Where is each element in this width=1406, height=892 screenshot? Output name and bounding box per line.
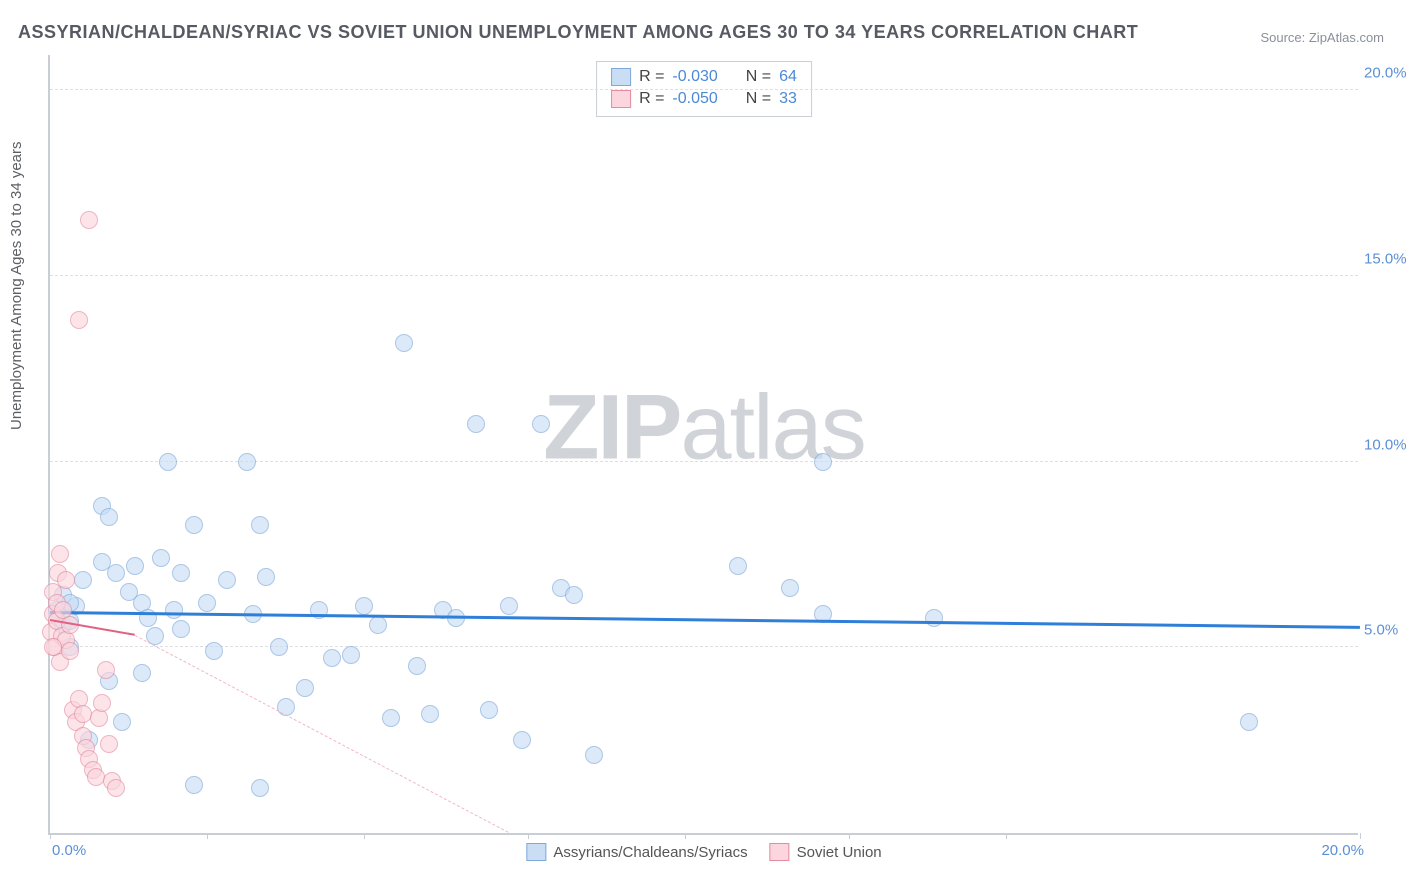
stats-row: R = -0.030 N = 64 (611, 66, 797, 88)
data-point (395, 334, 413, 352)
correlation-chart: ASSYRIAN/CHALDEAN/SYRIAC VS SOVIET UNION… (0, 0, 1406, 892)
data-point (107, 564, 125, 582)
data-point (251, 516, 269, 534)
data-point (323, 649, 341, 667)
data-point (74, 571, 92, 589)
x-tick (849, 833, 850, 839)
data-point (57, 571, 75, 589)
data-point (185, 776, 203, 794)
y-tick-label: 20.0% (1364, 65, 1406, 82)
trend-line (135, 635, 509, 833)
data-point (421, 705, 439, 723)
data-point (198, 594, 216, 612)
data-point (500, 597, 518, 615)
n-label: N = (746, 90, 771, 108)
x-tick (1360, 833, 1361, 839)
data-point (87, 768, 105, 786)
y-tick-label: 15.0% (1364, 250, 1406, 267)
series-legend: Assyrians/Chaldeans/Syriacs Soviet Union (526, 843, 881, 861)
data-point (355, 597, 373, 615)
data-point (814, 453, 832, 471)
data-point (133, 664, 151, 682)
data-point (80, 211, 98, 229)
y-tick-label: 5.0% (1364, 622, 1406, 639)
legend-swatch (526, 843, 546, 861)
legend-item: Assyrians/Chaldeans/Syriacs (526, 843, 747, 861)
x-tick (207, 833, 208, 839)
data-point (369, 616, 387, 634)
r-value: -0.030 (672, 68, 717, 86)
x-tick (528, 833, 529, 839)
r-value: -0.050 (672, 90, 717, 108)
x-tick (50, 833, 51, 839)
data-point (74, 705, 92, 723)
chart-title: ASSYRIAN/CHALDEAN/SYRIAC VS SOVIET UNION… (18, 22, 1138, 43)
data-point (532, 415, 550, 433)
data-point (382, 709, 400, 727)
legend-swatch (611, 90, 631, 108)
data-point (251, 779, 269, 797)
data-point (51, 545, 69, 563)
r-label: R = (639, 90, 664, 108)
data-point (93, 694, 111, 712)
source-label: Source: ZipAtlas.com (1260, 30, 1384, 45)
data-point (100, 735, 118, 753)
data-point (165, 601, 183, 619)
data-point (342, 646, 360, 664)
legend-swatch (770, 843, 790, 861)
r-label: R = (639, 68, 664, 86)
data-point (172, 620, 190, 638)
y-tick-label: 10.0% (1364, 436, 1406, 453)
data-point (100, 508, 118, 526)
data-point (107, 779, 125, 797)
legend-label: Soviet Union (797, 844, 882, 861)
n-value: 64 (779, 68, 797, 86)
data-point (97, 661, 115, 679)
data-point (185, 516, 203, 534)
x-tick-first: 0.0% (52, 842, 86, 859)
data-point (480, 701, 498, 719)
gridline (50, 275, 1358, 276)
data-point (270, 638, 288, 656)
data-point (152, 549, 170, 567)
data-point (467, 415, 485, 433)
data-point (565, 586, 583, 604)
data-point (513, 731, 531, 749)
x-tick (685, 833, 686, 839)
data-point (172, 564, 190, 582)
data-point (159, 453, 177, 471)
data-point (729, 557, 747, 575)
data-point (1240, 713, 1258, 731)
data-point (61, 642, 79, 660)
data-point (44, 638, 62, 656)
x-tick-last: 20.0% (1321, 842, 1364, 859)
data-point (781, 579, 799, 597)
data-point (296, 679, 314, 697)
data-point (113, 713, 131, 731)
data-point (126, 557, 144, 575)
gridline (50, 89, 1358, 90)
data-point (408, 657, 426, 675)
n-label: N = (746, 68, 771, 86)
data-point (585, 746, 603, 764)
stats-row: R = -0.050 N = 33 (611, 88, 797, 110)
plot-area: ZIPatlas R =-0.030N =64R =-0.050N =33 As… (48, 55, 1358, 835)
data-point (238, 453, 256, 471)
data-point (257, 568, 275, 586)
legend-item: Soviet Union (770, 843, 882, 861)
y-axis-label: Unemployment Among Ages 30 to 34 years (8, 141, 25, 430)
data-point (277, 698, 295, 716)
x-tick (364, 833, 365, 839)
data-point (218, 571, 236, 589)
legend-swatch (611, 68, 631, 86)
legend-label: Assyrians/Chaldeans/Syriacs (553, 844, 747, 861)
n-value: 33 (779, 90, 797, 108)
gridline (50, 646, 1358, 647)
x-tick (1006, 833, 1007, 839)
data-point (205, 642, 223, 660)
data-point (70, 311, 88, 329)
